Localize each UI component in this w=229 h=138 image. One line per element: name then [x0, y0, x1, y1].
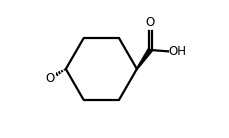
Polygon shape: [136, 48, 152, 70]
Text: O: O: [145, 16, 154, 29]
Text: O: O: [45, 72, 54, 85]
Text: OH: OH: [168, 45, 186, 58]
